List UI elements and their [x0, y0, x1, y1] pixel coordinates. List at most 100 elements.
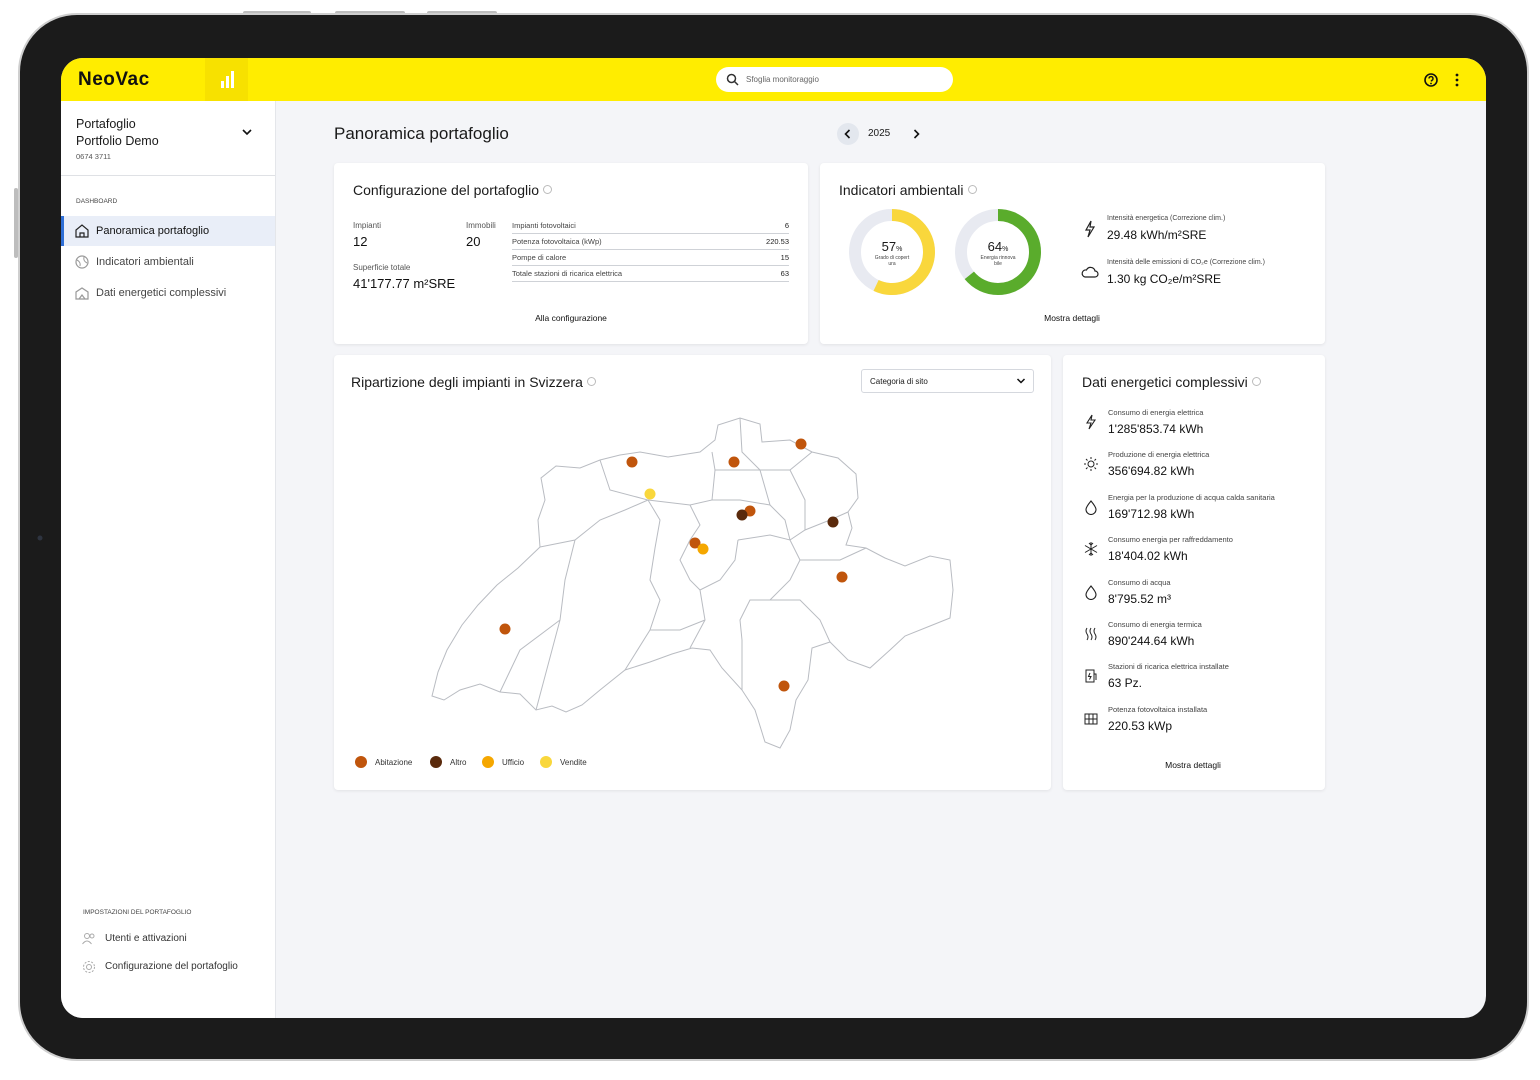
donut-label: Energia rinnovabile — [980, 255, 1016, 267]
settings-icon — [82, 933, 95, 945]
nav-item[interactable]: Indicatori ambientali — [96, 256, 194, 268]
site-marker[interactable] — [626, 456, 638, 468]
legend-label[interactable]: Ufficio — [502, 758, 525, 767]
donut-arc — [955, 209, 1041, 295]
portfolio-label: Portafoglio — [76, 117, 136, 131]
logo[interactable]: NeoVac — [78, 69, 150, 90]
nav-active-bg — [61, 216, 275, 246]
legend-label[interactable]: Altro — [450, 758, 467, 767]
donut-center: 57% — [870, 238, 914, 256]
energy-value: 220.53 kWp — [1108, 718, 1173, 733]
site-marker[interactable] — [795, 438, 807, 450]
energy-icon — [1084, 457, 1098, 472]
legend-label[interactable]: Abitazione — [375, 758, 413, 767]
card-title-text: Indicatori ambientali — [839, 182, 964, 198]
site-marker[interactable] — [728, 456, 740, 468]
card-title-text: Dati energetici complessivi — [1082, 374, 1248, 390]
site-marker[interactable] — [827, 516, 839, 528]
screen: NeoVac Sfoglia monitoraggio Portafoglio … — [61, 58, 1486, 1018]
sidebar: Portafoglio Portfolio Demo 0674 3711 DAS… — [61, 101, 276, 1018]
energy-value: 169'712.98 kWh — [1108, 506, 1195, 521]
nav-item[interactable]: Panoramica portafoglio — [96, 225, 210, 237]
settings-item[interactable]: Configurazione del portafoglio — [105, 961, 238, 972]
energy-label: Potenza fotovoltaica installata — [1108, 704, 1208, 714]
energy-label: Consumo di energia elettrica — [1108, 408, 1204, 417]
donut-charts — [849, 209, 1041, 295]
configuration-link[interactable]: Alla configurazione — [535, 313, 607, 323]
table-row-value: 6 — [784, 221, 789, 230]
site-marker[interactable] — [644, 488, 656, 500]
energy-value: 1'285'853.74 kWh — [1108, 422, 1204, 436]
energy-card: Dati energetici complessivi Consumo di e… — [1063, 355, 1325, 790]
legend-swatch — [430, 756, 442, 768]
table-row-value: 15 — [780, 253, 789, 262]
more-menu[interactable] — [1453, 72, 1461, 88]
buildings-label: Immobili — [466, 221, 496, 230]
portfolio-id: 0674 3711 — [76, 152, 111, 161]
table-row-value: 63 — [780, 269, 789, 278]
settings-section-label: IMPOSTAZIONI DEL PORTAFOGLIO — [83, 909, 192, 916]
environment-card: Indicatori ambientali 57% Grado di copert… — [820, 163, 1325, 344]
portfolio-name: Portfolio Demo — [76, 134, 159, 148]
table-row-label: Impianti fotovoltaici — [512, 221, 576, 230]
donut-unit: % — [1002, 246, 1009, 253]
prev-year[interactable] — [836, 122, 860, 146]
divider — [61, 175, 275, 176]
energy-label: Produzione di energia elettrica — [1108, 450, 1210, 460]
metric-value: 29.48 kWh/m²SRE — [1107, 228, 1207, 242]
area-value: 41'177.77 m²SRE — [353, 276, 456, 291]
category-filter[interactable]: Categoria di sito — [861, 369, 1034, 393]
energy-label: Consumo energia per raffreddamento — [1108, 535, 1233, 545]
site-marker[interactable] — [736, 509, 748, 521]
site-marker[interactable] — [697, 543, 709, 555]
search-box[interactable]: Sfoglia monitoraggio — [716, 67, 953, 92]
energy-value: 18'404.02 kWh — [1108, 549, 1188, 564]
section-label: DASHBOARD — [76, 198, 118, 205]
site-markers — [499, 438, 848, 692]
legend-swatch — [355, 756, 367, 768]
metric-label: Intensità energetica (Correzione clim.) — [1107, 215, 1226, 222]
nav-item[interactable]: Dati energetici complessivi — [96, 287, 227, 299]
nav-icon — [75, 224, 89, 238]
energy-icon — [1085, 584, 1097, 600]
legend-label[interactable]: Vendite — [560, 758, 587, 767]
donut-value: 57 — [881, 239, 897, 254]
energy-link[interactable]: Mostra dettagli — [1165, 760, 1221, 770]
canton-borders — [499, 417, 867, 711]
table-row-divider — [512, 233, 789, 234]
settings-item[interactable]: Utenti e attivazioni — [105, 933, 187, 944]
table-row-label: Potenza fotovoltaica (kWp) — [512, 237, 602, 246]
energy-icon — [1084, 713, 1098, 725]
country-outline — [431, 417, 954, 749]
table-row-divider — [512, 281, 789, 282]
configuration-card: Configurazione del portafoglio Impianti … — [334, 163, 808, 344]
energy-label: Stazioni di ricarica elettrica installat… — [1108, 662, 1229, 672]
table-row-label: Totale stazioni di ricarica elettrica — [512, 269, 623, 278]
energy-icon — [1085, 627, 1097, 641]
cloud-icon — [1081, 266, 1099, 278]
next-year[interactable] — [904, 122, 928, 146]
site-marker[interactable] — [778, 680, 790, 692]
portfolio-toggle[interactable] — [241, 127, 253, 137]
site-marker[interactable] — [836, 571, 848, 583]
site-marker[interactable] — [499, 623, 511, 635]
energy-value: 356'694.82 kWh — [1108, 464, 1195, 479]
app-switch[interactable] — [205, 58, 248, 101]
energy-label: Energia per la produzione di acqua calda… — [1108, 492, 1275, 502]
help-icon[interactable] — [1423, 72, 1439, 88]
filter-label: Categoria di sito — [870, 377, 928, 386]
energy-label: Consumo di acqua — [1108, 577, 1171, 587]
card-title-text: Configurazione del portafoglio — [353, 182, 540, 198]
environment-link[interactable]: Mostra dettagli — [1044, 313, 1100, 323]
site-marker[interactable] — [689, 537, 701, 549]
area-label: Superficie totale — [353, 263, 411, 272]
table-row-divider — [512, 249, 789, 250]
table-row-divider — [512, 265, 789, 266]
switzerland-map — [431, 417, 954, 749]
energy-icon — [1085, 669, 1097, 683]
donut-label: Grado di copertura — [874, 255, 910, 267]
metric-label: Intensità delle emissioni di CO₂e (Corre… — [1107, 259, 1265, 266]
card-title: Ripartizione degli impianti in Svizzera — [351, 374, 596, 390]
card-title: Dati energetici complessivi — [1082, 374, 1261, 390]
header: NeoVac Sfoglia monitoraggio — [61, 58, 1486, 101]
